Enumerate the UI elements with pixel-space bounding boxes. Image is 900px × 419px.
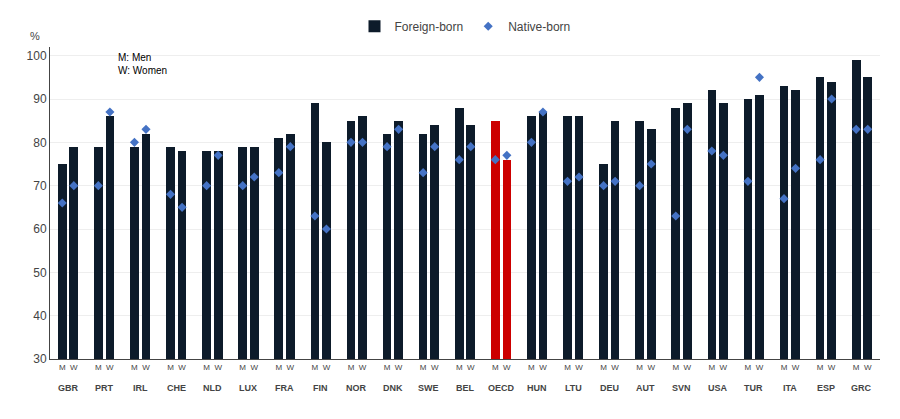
svg-text:W: W <box>611 363 619 372</box>
svg-text:M: MenW: Women: M: MenW: Women <box>118 52 167 76</box>
svg-text:SWE: SWE <box>418 383 439 393</box>
svg-text:HUN: HUN <box>527 383 547 393</box>
svg-text:DNK: DNK <box>383 383 403 393</box>
svg-text:W: W <box>467 363 475 372</box>
svg-text:BEL: BEL <box>456 383 475 393</box>
svg-text:W: W <box>142 363 150 372</box>
svg-text:W: W <box>250 363 258 372</box>
svg-text:TUR: TUR <box>744 383 763 393</box>
svg-text:M: M <box>636 363 643 372</box>
svg-text:PRT: PRT <box>95 383 114 393</box>
svg-text:LUX: LUX <box>239 383 257 393</box>
svg-text:M: M <box>239 363 246 372</box>
svg-text:M: M <box>59 363 66 372</box>
svg-text:40: 40 <box>33 309 47 323</box>
svg-text:M: M <box>745 363 752 372</box>
svg-text:M: M <box>456 363 463 372</box>
svg-text:90: 90 <box>33 92 47 106</box>
svg-text:W: W <box>323 363 331 372</box>
svg-text:W: W <box>792 363 800 372</box>
svg-text:70: 70 <box>33 179 47 193</box>
svg-text:M: M <box>348 363 355 372</box>
svg-text:M: M <box>275 363 282 372</box>
svg-text:Foreign-born: Foreign-born <box>395 20 464 34</box>
svg-text:Native-born: Native-born <box>508 20 570 34</box>
svg-text:60: 60 <box>33 222 47 236</box>
svg-text:W: W <box>178 363 186 372</box>
svg-text:M: M <box>131 363 138 372</box>
svg-text:M: M <box>600 363 607 372</box>
svg-text:M: M <box>817 363 824 372</box>
svg-text:W: W <box>395 363 403 372</box>
svg-text:NLD: NLD <box>203 383 222 393</box>
svg-text:80: 80 <box>33 136 47 150</box>
svg-text:GBR: GBR <box>58 383 79 393</box>
svg-text:M: M <box>312 363 319 372</box>
svg-text:USA: USA <box>708 383 728 393</box>
svg-text:W: W <box>828 363 836 372</box>
svg-text:OECD: OECD <box>488 383 515 393</box>
svg-text:W: W <box>431 363 439 372</box>
svg-text:IRL: IRL <box>133 383 148 393</box>
svg-text:W: W <box>756 363 764 372</box>
svg-text:M: M <box>167 363 174 372</box>
svg-text:W: W <box>214 363 222 372</box>
svg-text:M: M <box>564 363 571 372</box>
svg-text:M: M <box>384 363 391 372</box>
svg-text:M: M <box>853 363 860 372</box>
svg-text:M: M <box>492 363 499 372</box>
svg-text:CHE: CHE <box>167 383 186 393</box>
svg-text:30: 30 <box>33 352 47 366</box>
svg-text:W: W <box>503 363 511 372</box>
svg-text:50: 50 <box>33 266 47 280</box>
svg-text:100: 100 <box>27 49 47 63</box>
svg-text:M: M <box>672 363 679 372</box>
svg-text:W: W <box>684 363 692 372</box>
svg-text:FIN: FIN <box>313 383 328 393</box>
svg-text:M: M <box>95 363 102 372</box>
svg-text:ITA: ITA <box>783 383 797 393</box>
svg-text:LTU: LTU <box>565 383 582 393</box>
svg-text:M: M <box>528 363 535 372</box>
svg-text:GRC: GRC <box>851 383 872 393</box>
svg-text:FRA: FRA <box>275 383 294 393</box>
svg-text:%: % <box>30 30 40 42</box>
svg-text:AUT: AUT <box>636 383 655 393</box>
svg-text:DEU: DEU <box>600 383 619 393</box>
svg-text:W: W <box>539 363 547 372</box>
svg-text:W: W <box>864 363 872 372</box>
svg-text:W: W <box>647 363 655 372</box>
svg-text:W: W <box>287 363 295 372</box>
svg-text:W: W <box>106 363 114 372</box>
svg-text:W: W <box>720 363 728 372</box>
svg-text:ESP: ESP <box>817 383 835 393</box>
svg-text:M: M <box>781 363 788 372</box>
svg-text:SVN: SVN <box>672 383 691 393</box>
svg-text:M: M <box>708 363 715 372</box>
svg-text:M: M <box>420 363 427 372</box>
svg-text:W: W <box>70 363 78 372</box>
svg-text:W: W <box>575 363 583 372</box>
svg-text:NOR: NOR <box>346 383 367 393</box>
svg-text:W: W <box>359 363 367 372</box>
svg-text:M: M <box>203 363 210 372</box>
